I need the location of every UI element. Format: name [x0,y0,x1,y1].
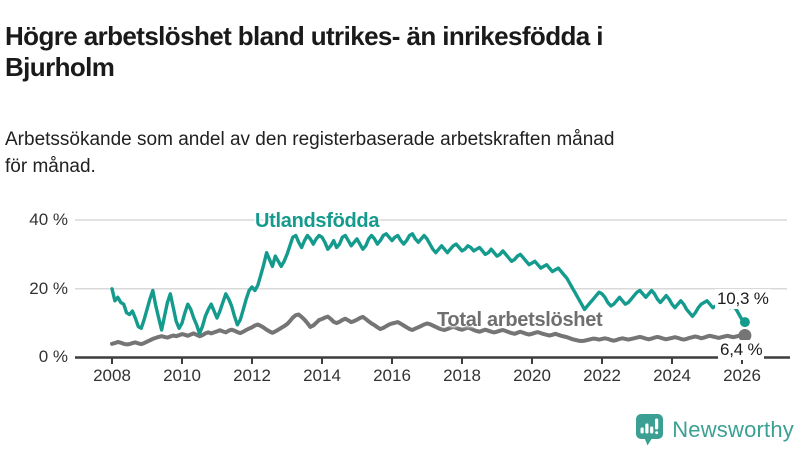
title-line-1: Högre arbetslöshet bland utrikes- än inr… [5,21,603,52]
y-tick-label-20: 20 % [29,279,68,298]
newsworthy-logo-icon [635,413,664,446]
endpoint-dot-utlandsfodda [739,317,750,328]
newsworthy-wordmark: Newsworthy [672,416,794,442]
page-title: Högre arbetslöshet bland utrikes- än inr… [5,21,785,83]
series-label-total-arbetsloshet: Total arbetslöshet [437,309,603,331]
subtitle-line-2: för månad. [5,156,96,177]
line-utlandsfodda [110,232,747,336]
y-tick-label-40: 40 % [29,210,68,229]
x-tick-label: 2012 [233,366,271,385]
endpoint-dot-total [738,329,752,342]
x-tick-label: 2026 [723,366,761,385]
newsworthy-brand-link[interactable]: Newsworthy [635,413,794,446]
x-tick-label: 2014 [303,366,341,385]
x-tick-label: 2020 [513,366,551,385]
line-total-arbetsloshet [110,312,747,347]
series-label-utlandsfodda: Utlandsfödda [255,210,380,232]
x-tick-label: 2016 [373,366,411,385]
x-tick-label: 2008 [93,366,131,385]
end-value-label-total: 6,4 % [718,340,765,360]
x-tick-label: 2010 [163,366,201,385]
x-tick-label: 2024 [653,366,691,385]
title-line-2: Bjurholm [5,52,115,83]
gridlines [75,219,787,290]
x-tick-label: 2022 [583,366,621,385]
chart-subtitle: Arbetssökande som andel av den registerb… [5,126,795,180]
subtitle-line-1: Arbetssökande som andel av den registerb… [5,129,615,150]
y-tick-label-0: 0 % [38,347,68,366]
end-value-label-utlandsfodda: 10,3 % [715,289,771,309]
x-tick-label: 2018 [443,366,481,385]
